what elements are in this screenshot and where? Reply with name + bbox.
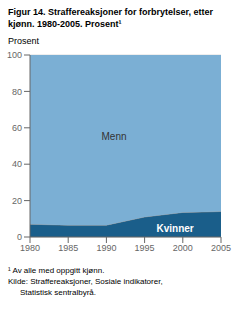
html-text:Prosent: Prosent <box>8 36 39 46</box>
svg-text:80: 80 <box>12 87 22 97</box>
svg-text:Kvinner: Kvinner <box>157 223 194 234</box>
svg-text:60: 60 <box>12 123 22 133</box>
svg-text:2005: 2005 <box>211 243 227 253</box>
html-text:Kilde: Straffereaksjoner, Sosi: Kilde: Straffereaksjoner, Sosiale indika… <box>8 277 163 286</box>
svg-text:Menn: Menn <box>102 131 127 142</box>
html-text:¹ Av alle med oppgitt kjønn.: ¹ Av alle med oppgitt kjønn. <box>8 266 105 275</box>
svg-text:0: 0 <box>17 232 22 242</box>
svg-text:1980: 1980 <box>20 243 40 253</box>
svg-text:1990: 1990 <box>96 243 116 253</box>
svg-text:40: 40 <box>12 159 22 169</box>
svg-text:2000: 2000 <box>173 243 193 253</box>
html-text:Figur 14. Straffereaksjoner fo: Figur 14. Straffereaksjoner for forbryte… <box>8 7 214 29</box>
html-text:Statistisk sentralbyrå.: Statistisk sentralbyrå. <box>20 288 96 297</box>
svg-text:20: 20 <box>12 196 22 206</box>
svg-text:100: 100 <box>8 50 22 60</box>
svg-text:1985: 1985 <box>58 243 78 253</box>
svg-text:1995: 1995 <box>135 243 155 253</box>
